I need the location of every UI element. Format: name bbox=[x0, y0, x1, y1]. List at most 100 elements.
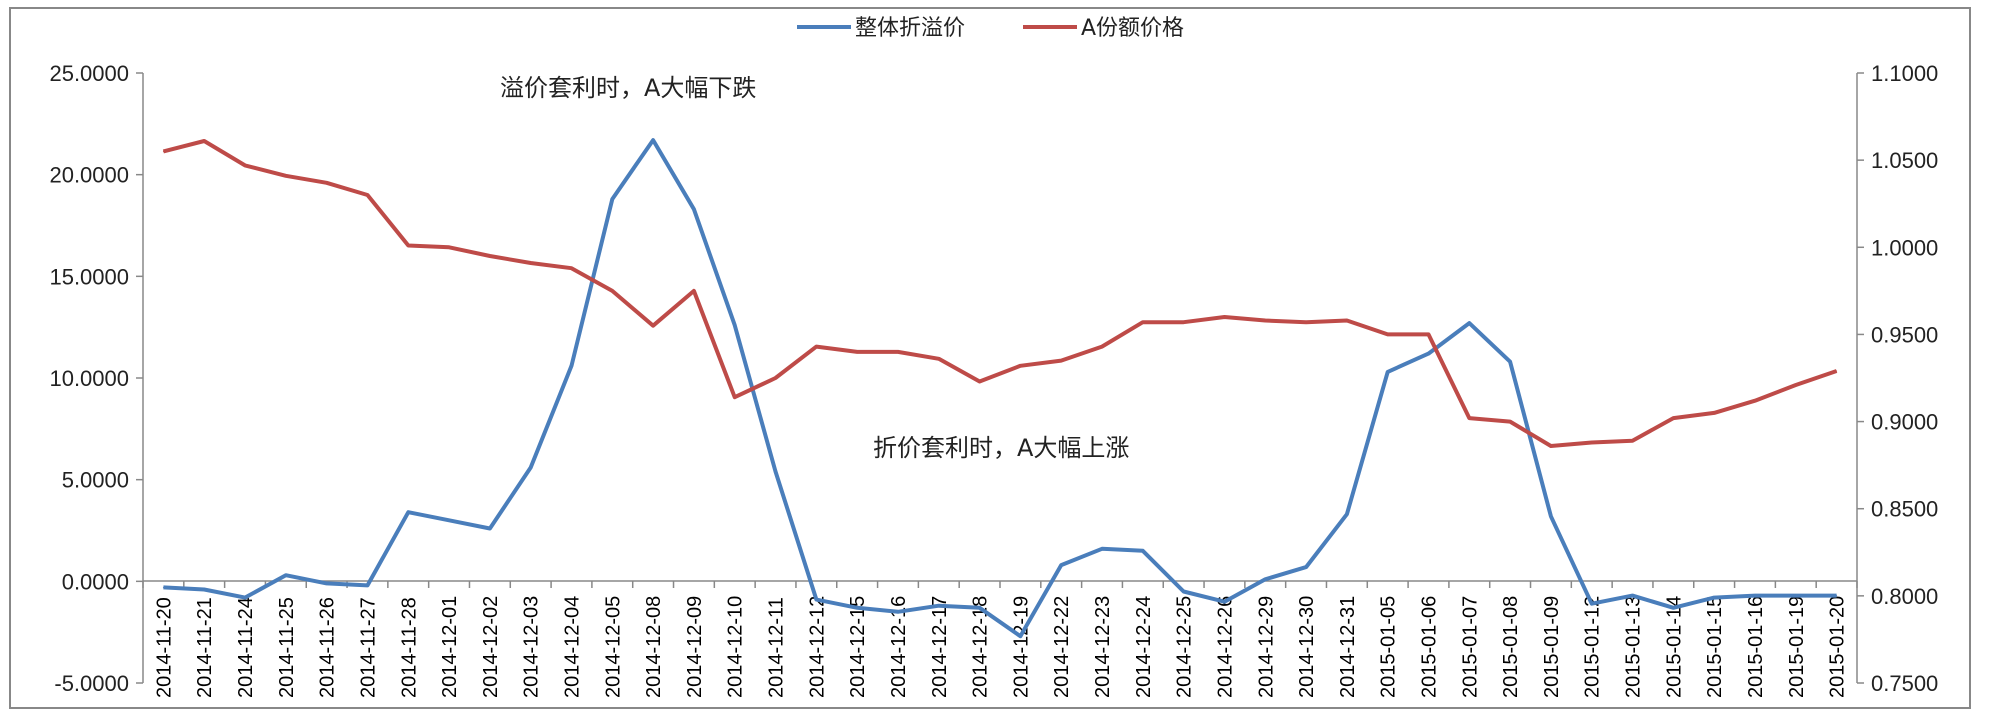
series-1-point bbox=[1224, 316, 1225, 318]
annotation-premium: 溢价套利时，A大幅下跌 bbox=[500, 74, 756, 102]
left-tick-label: 10.0000 bbox=[49, 366, 129, 391]
x-tick-label: 2014-12-05 bbox=[602, 596, 624, 698]
x-tick-label: 2014-12-01 bbox=[439, 596, 461, 698]
x-tick-label: 2014-12-23 bbox=[1092, 596, 1114, 698]
x-tick-label: 2014-12-18 bbox=[970, 596, 992, 698]
series-0-point bbox=[1509, 361, 1511, 363]
series-1-point bbox=[1264, 320, 1266, 321]
series-0-point bbox=[734, 324, 736, 326]
series-0-point bbox=[1754, 595, 1756, 597]
series-0-point bbox=[1468, 322, 1470, 324]
chart-frame bbox=[9, 7, 1971, 709]
series-1-point bbox=[1509, 421, 1511, 423]
x-tick-label: 2014-12-04 bbox=[562, 596, 584, 698]
annotation-discount: 折价套利时，A大幅上涨 bbox=[873, 434, 1129, 462]
series-1-point bbox=[775, 377, 776, 379]
left-tick-label: 5.0000 bbox=[62, 468, 129, 493]
series-0-point bbox=[1060, 564, 1062, 566]
x-tick-label: 2015-01-07 bbox=[1459, 596, 1481, 698]
series-1-point bbox=[407, 245, 409, 246]
series-0-point bbox=[448, 519, 450, 521]
x-tick-label: 2015-01-20 bbox=[1827, 596, 1849, 698]
series-0-point bbox=[1019, 635, 1021, 637]
series-1-point bbox=[979, 381, 981, 382]
series-0-point bbox=[897, 611, 899, 613]
series-0-point bbox=[244, 597, 246, 599]
series-0-point bbox=[1346, 513, 1348, 515]
x-tick-label: 2014-12-10 bbox=[725, 596, 747, 698]
series-1-point bbox=[1183, 321, 1185, 323]
series-line-0 bbox=[163, 138, 1837, 639]
series-1-point bbox=[815, 346, 817, 348]
series-1-point bbox=[734, 396, 736, 398]
x-tick-label: 2014-12-12 bbox=[806, 596, 828, 698]
x-tick-label: 2015-01-12 bbox=[1582, 596, 1604, 698]
x-tick-label: 2014-12-29 bbox=[1255, 596, 1277, 698]
x-tick-label: 2014-12-25 bbox=[1174, 596, 1196, 698]
series-1-point bbox=[571, 267, 572, 269]
series-0-point bbox=[1101, 548, 1103, 550]
series-0-point bbox=[1672, 607, 1674, 609]
series-1-point bbox=[162, 150, 164, 152]
series-0-point bbox=[856, 607, 858, 609]
right-tick-label: 1.0500 bbox=[1871, 148, 1938, 173]
x-tick-label: 2014-11-25 bbox=[276, 597, 298, 698]
x-tick-label: 2014-12-16 bbox=[888, 596, 910, 698]
series-0-point bbox=[530, 467, 532, 468]
x-tick-label: 2014-12-08 bbox=[643, 596, 665, 698]
series-1-point bbox=[1346, 320, 1348, 321]
series-1-point bbox=[611, 290, 613, 292]
left-tick-label: 20.0000 bbox=[49, 163, 129, 188]
series-0-point bbox=[979, 607, 981, 609]
series-0-point bbox=[611, 198, 613, 200]
right-axis: 0.7500 0.8000 0.8500 0.9000 0.9500 1.0000 1.05… bbox=[1856, 61, 1938, 696]
series-1-point bbox=[367, 194, 368, 196]
series-0-point bbox=[407, 511, 409, 513]
series-1-point bbox=[203, 140, 205, 142]
x-tick-label: 2014-12-09 bbox=[684, 596, 706, 698]
series-1-point bbox=[1101, 346, 1103, 348]
series-1-point bbox=[285, 175, 287, 177]
x-tick-label: 2014-12-02 bbox=[480, 596, 502, 698]
series-0-point bbox=[489, 528, 491, 529]
series-0-point bbox=[1550, 515, 1552, 517]
right-tick-label: 0.9000 bbox=[1871, 410, 1938, 435]
series-0-point bbox=[326, 582, 328, 584]
series-0-point bbox=[693, 208, 695, 210]
series-0-point bbox=[203, 589, 205, 590]
right-tick-label: 0.7500 bbox=[1871, 671, 1938, 696]
series-1-point bbox=[1672, 417, 1674, 419]
series-layer bbox=[162, 138, 1838, 639]
x-tick-label: 2015-01-16 bbox=[1745, 596, 1767, 698]
x-tick-label: 2014-11-24 bbox=[235, 597, 257, 698]
series-1-point bbox=[1387, 333, 1389, 335]
series-1-point bbox=[693, 290, 695, 292]
right-tick-label: 1.0000 bbox=[1871, 235, 1938, 260]
series-0-point bbox=[775, 471, 776, 472]
x-tick-label: 2014-11-27 bbox=[357, 597, 379, 698]
series-1-point bbox=[1632, 440, 1633, 442]
series-1-point bbox=[856, 351, 858, 353]
x-tick-label: 2014-11-21 bbox=[194, 597, 216, 698]
right-tick-label: 0.8000 bbox=[1871, 584, 1938, 609]
series-0-point bbox=[1142, 550, 1144, 552]
series-1-point bbox=[1836, 370, 1838, 372]
series-0-point bbox=[652, 139, 654, 141]
x-tick-label: 2014-12-03 bbox=[521, 596, 543, 698]
x-tick-label: 2014-12-17 bbox=[929, 596, 951, 698]
x-tick-label: 2014-12-31 bbox=[1337, 596, 1359, 698]
series-1-point bbox=[897, 351, 899, 353]
left-tick-label: 15.0000 bbox=[49, 264, 129, 289]
series-0-point bbox=[1591, 603, 1593, 605]
series-1-point bbox=[1305, 321, 1307, 323]
series-1-point bbox=[1713, 412, 1715, 414]
series-1-point bbox=[652, 325, 654, 327]
x-tick-label: 2014-11-28 bbox=[398, 597, 420, 698]
x-axis: 2014-11-20 2014-11-21 2014-11-24 2014-11-25… bbox=[142, 580, 1858, 698]
series-1-point bbox=[1795, 384, 1797, 386]
legend: 整体折溢价 A份额价格 bbox=[797, 16, 1184, 41]
series-0-point bbox=[285, 574, 287, 576]
x-tick-label: 2014-11-20 bbox=[153, 597, 175, 698]
